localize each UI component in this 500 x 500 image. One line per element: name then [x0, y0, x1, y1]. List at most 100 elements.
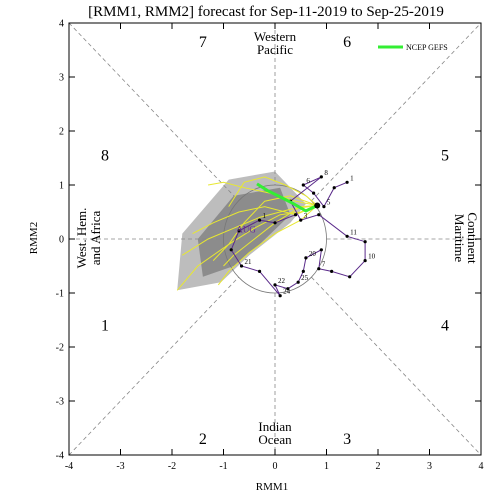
observed-point [317, 213, 321, 217]
region-indian-ocean: Ocean [258, 432, 292, 447]
legend: NCEP GEFS [378, 43, 448, 52]
day-label: 3 [304, 212, 308, 220]
y-tick-label: -2 [56, 343, 64, 354]
x-tick-label: 3 [427, 461, 432, 472]
day-label: 24 [283, 288, 291, 296]
observed-point [273, 283, 277, 287]
observed-point [322, 205, 326, 209]
y-tick-label: 4 [59, 19, 64, 30]
observed-point [301, 269, 305, 273]
day-label: 22 [278, 277, 286, 285]
observed-point [317, 267, 321, 271]
y-tick-label: 3 [59, 73, 64, 84]
x-tick-label: 1 [324, 461, 329, 472]
x-tick-label: 2 [376, 461, 381, 472]
chart-title: [RMM1, RMM2] forecast for Sep-11-2019 to… [88, 4, 444, 20]
ensemble-mean-line [256, 182, 318, 213]
y-tick-label: 0 [59, 235, 64, 246]
observed-point [237, 229, 241, 233]
x-tick-label: -2 [168, 461, 176, 472]
observed-point [229, 248, 233, 252]
amplitude-circle [223, 184, 327, 294]
region-western-pacific: Western [254, 29, 297, 44]
observed-point [301, 183, 305, 187]
phase-label: 4 [441, 317, 449, 334]
day-label: 20 [309, 250, 317, 258]
member-track [208, 181, 318, 206]
y-tick-label: 1 [59, 181, 64, 192]
observed-point [239, 264, 244, 268]
phase-label: 3 [343, 431, 351, 448]
day-label: 6 [306, 177, 310, 185]
diagonal-boundary [68, 276, 239, 456]
x-tick-label: 0 [273, 461, 278, 472]
ensemble-members [176, 176, 318, 291]
ensemble-mean-track [256, 182, 321, 213]
legend-label: NCEP GEFS [406, 43, 448, 52]
axis-ticks: -4 -3 -2 -1 0 1 2 3 4 -4 -3 -2 -1 0 1 2 3 4 [56, 19, 484, 473]
observed-point [332, 186, 336, 190]
observed-point [286, 287, 290, 291]
region-western-pacific: Pacific [257, 42, 293, 57]
member-track [217, 205, 318, 286]
y-axis-label: RMM2 [28, 222, 40, 254]
day-label: 7 [322, 261, 326, 269]
region-indian-ocean: Indian [258, 419, 292, 434]
month-label: AUG [236, 225, 256, 235]
x-tick-label: -1 [219, 461, 227, 472]
diagonal-boundary [68, 22, 239, 202]
observed-point [257, 269, 262, 273]
phase-boundaries [68, 22, 482, 456]
member-track [228, 176, 318, 207]
day-label: 10 [368, 253, 376, 261]
observed-point [319, 175, 323, 179]
day-label: 1 [263, 212, 267, 220]
observed-point [363, 259, 367, 263]
region-maritime: Continent [465, 212, 480, 264]
x-axis-label: RMM1 [256, 481, 288, 493]
phase-labels: 1 2 3 4 5 6 7 8 [101, 34, 449, 448]
observed-point [330, 269, 334, 273]
region-maritime: Maritime [452, 214, 467, 263]
day-label: 8 [324, 169, 328, 177]
ensemble-mean-start [314, 202, 321, 209]
y-tick-label: -3 [56, 397, 64, 408]
phase-label: 7 [199, 34, 207, 51]
observed-point [348, 275, 352, 279]
observed-point [345, 234, 349, 238]
member-track [223, 205, 318, 267]
observed-point [345, 180, 349, 184]
day-label: 25 [301, 274, 309, 282]
region-west-hem: and Africa [88, 211, 103, 266]
day-label: 11 [350, 228, 357, 236]
spread-inner [197, 187, 291, 277]
x-tick-label: -3 [116, 461, 124, 472]
ensemble-spread [177, 171, 306, 291]
member-track [192, 205, 318, 235]
observed-point [294, 213, 298, 217]
day-label: 5 [327, 199, 331, 207]
y-tick-label: -1 [56, 289, 64, 300]
diagonal-boundary [311, 276, 482, 456]
observed-point [273, 221, 277, 225]
phase-label: 8 [101, 147, 109, 164]
observed-point [278, 294, 282, 298]
phase-label: 2 [199, 431, 207, 448]
observed-point [296, 280, 300, 284]
y-tick-label: 2 [59, 127, 64, 138]
observed-point [312, 191, 316, 195]
observed-track: 1 5 6 8 3 11 10 7 20 25 22 24 21 1 AUG [229, 169, 376, 298]
observed-point [299, 218, 303, 222]
phase-label: 6 [343, 34, 351, 51]
phase-label: 1 [101, 317, 109, 334]
day-label: 1 [350, 174, 354, 182]
diagonal-boundary [311, 22, 482, 202]
x-tick-label: 4 [479, 461, 484, 472]
y-tick-label: -4 [56, 451, 64, 462]
phase-label: 5 [441, 147, 449, 164]
observed-point [304, 256, 308, 260]
observed-point [257, 218, 262, 222]
region-west-hem: West. Hem. [74, 208, 89, 269]
